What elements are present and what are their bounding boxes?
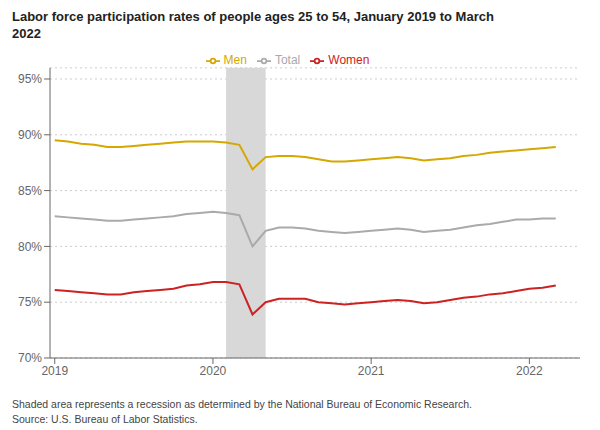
svg-text:2021: 2021 — [358, 364, 385, 378]
svg-text:75%: 75% — [18, 295, 42, 309]
html-text:Labor force participation rate: Labor force participation rates of peopl… — [12, 9, 494, 41]
svg-text:2022: 2022 — [516, 364, 543, 378]
html-text:Women: Women — [328, 53, 370, 67]
svg-text:85%: 85% — [18, 184, 42, 198]
svg-text:70%: 70% — [18, 351, 42, 365]
html-text:Men: Men — [223, 53, 247, 67]
svg-text:2019: 2019 — [41, 364, 68, 378]
svg-text:95%: 95% — [18, 72, 42, 86]
svg-text:90%: 90% — [18, 128, 42, 142]
svg-text:80%: 80% — [18, 240, 42, 254]
svg-text:2020: 2020 — [200, 364, 227, 378]
html-text:Total: Total — [274, 53, 301, 67]
html-text:Shaded area represents a reces: Shaded area represents a recession as de… — [12, 398, 472, 410]
html-text:Source: U.S. Bureau of Labor S: Source: U.S. Bureau of Labor Statistics. — [12, 413, 198, 425]
